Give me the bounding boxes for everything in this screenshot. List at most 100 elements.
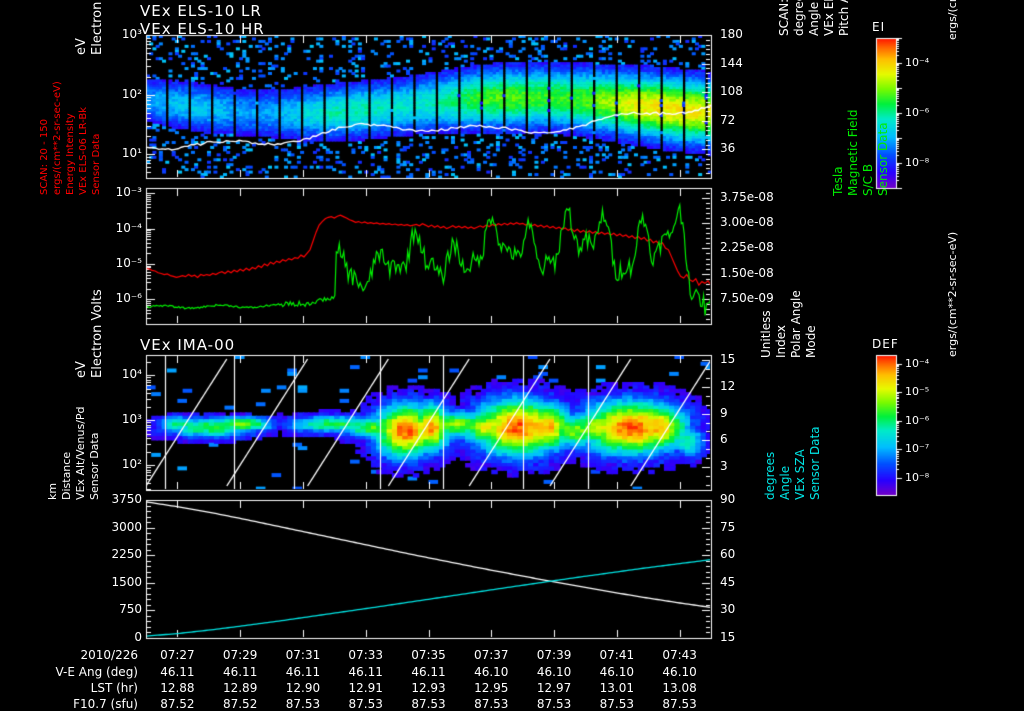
- table-cell-r2-c4: 12.93: [411, 681, 446, 695]
- p4-right-axis-label-line-3: Sensor Data: [808, 426, 822, 500]
- p3-ytick-right-3: 6: [720, 432, 728, 447]
- p3-left-axis-label-line-1: Electron Volts: [90, 289, 105, 378]
- colorbar-1-tick-1: 10⁻⁵: [905, 385, 930, 399]
- p2-ytick-right-0: 3.75e-08: [720, 190, 774, 205]
- p1-right-axis-label-line-0: SCAN: 20 - 300: [777, 0, 791, 36]
- table-cell-r1-c3: 46.11: [348, 665, 383, 679]
- table-cell-r2-c2: 12.90: [285, 681, 321, 695]
- p3-ytick-right-4: 3: [720, 458, 728, 473]
- table-cell-r3-c6: 87.53: [536, 697, 572, 711]
- table-cell-r0-c8: 07:43: [662, 648, 697, 662]
- table-cell-r2-c3: 12.91: [348, 681, 383, 695]
- p2-left-axis-label-line-2: Energy Intensity: [65, 113, 76, 195]
- table-cell-r0-c3: 07:33: [348, 648, 384, 662]
- p4-ytick-5: 0: [134, 630, 142, 644]
- colorbar-1-tick-2: 10⁻⁶: [905, 413, 930, 427]
- table-cell-r2-c0: 12.88: [160, 681, 195, 695]
- panel-title-ima: VEx IMA-00: [140, 336, 236, 354]
- p2-ytick-right-2: 2.25e-08: [720, 240, 774, 255]
- colorbar-title-def: DEF: [872, 337, 899, 351]
- p4-ytick-right-1: 75: [720, 519, 736, 534]
- p1-ytick-2: 10¹: [121, 146, 142, 161]
- p3-right-axis-label-line-3: Mode: [804, 325, 818, 358]
- p4-left-axis-label-line-0: km: [46, 482, 59, 500]
- table-cell-r1-c4: 46.11: [411, 665, 446, 679]
- p4-left-axis-label-line-1: Distance: [60, 451, 73, 500]
- table-cell-r0-c1: 07:29: [222, 648, 258, 662]
- p2-ytick-right-1: 3.00e-08: [720, 215, 774, 230]
- p1-ytick-right-3: 72: [720, 112, 736, 127]
- p4-ytick-3: 1500: [111, 574, 142, 589]
- p2-ytick-2: 10⁻⁵: [115, 255, 142, 270]
- table-cell-r0-c0: 07:27: [160, 648, 195, 662]
- table-cell-r2-c8: 13.08: [662, 681, 697, 695]
- p4-right-axis-label-line-2: VEx SZA: [793, 449, 807, 500]
- colorbar-1-units-line-0: ergs/(cm**2-sr-sec-eV): [946, 231, 959, 357]
- table-cell-r1-c0: 46.11: [160, 665, 195, 679]
- colorbar-0-tick-0: 10⁻⁴: [905, 56, 930, 69]
- p2-right-axis-label-line-2: S/C B: [861, 163, 875, 196]
- p3-right-axis-label-line-0: Unitless: [759, 310, 773, 358]
- p2-right-axis-label-line-3: Sensor Data: [876, 122, 890, 196]
- p3-ytick-right-2: 9: [720, 405, 728, 420]
- table-cell-r3-c2: 87.53: [285, 697, 321, 711]
- table-cell-r2-c7: 13.01: [599, 681, 634, 695]
- table-cell-r3-c1: 87.52: [222, 697, 258, 711]
- p1-right-axis-label-line-1: degrees: [792, 0, 806, 36]
- table-cell-r0-c7: 07:41: [599, 648, 635, 662]
- table-cell-r0-c5: 07:37: [473, 648, 509, 662]
- p4-ytick-right-3: 45: [720, 574, 736, 589]
- p3-ytick-1: 10³: [121, 412, 142, 427]
- table-cell-r3-c0: 87.52: [160, 697, 195, 711]
- colorbar-0-units-line-0: ergs/(cm**2-sr-sec-eV): [946, 0, 959, 40]
- table-cell-r2-c1: 12.89: [222, 681, 258, 695]
- table-cell-r2-c6: 12.97: [536, 681, 572, 695]
- p2-left-axis-label-line-1: ergs/(cm**2-sr-sec-eV): [52, 81, 63, 195]
- p3-right-axis-label-line-1: Index: [774, 324, 788, 358]
- table-cell-r0-c6: 07:39: [536, 648, 572, 662]
- p4-ytick-right-5: 15: [720, 630, 736, 644]
- p1-ytick-right-0: 180: [720, 27, 743, 41]
- p1-ytick-right-1: 144: [720, 55, 743, 70]
- colorbar-0-tick-1: 10⁻⁶: [905, 106, 930, 119]
- table-cell-r3-c4: 87.53: [411, 697, 446, 711]
- p1-right-axis-label-line-3: VEx ELS-10 LR: [822, 0, 836, 36]
- table-cell-r3-c7: 87.53: [599, 697, 634, 711]
- table-cell-r1-c7: 46.10: [599, 665, 634, 679]
- p4-left-axis-label-line-3: Sensor Data: [88, 432, 101, 500]
- p4-ytick-4: 750: [119, 602, 142, 617]
- p2-right-axis-label-line-1: Magnetic Field: [846, 109, 860, 196]
- p1-ytick-right-4: 36: [720, 141, 736, 156]
- table-row-label-2: LST (hr): [90, 681, 138, 695]
- p4-ytick-1: 3000: [111, 519, 142, 534]
- table-cell-r1-c8: 46.10: [662, 665, 697, 679]
- table-cell-r1-c6: 46.10: [536, 665, 572, 679]
- p3-ytick-2: 10²: [121, 457, 142, 472]
- p1-ytick-right-2: 108: [720, 84, 743, 99]
- panel-title-els-lr: VEx ELS-10 LR: [140, 2, 262, 20]
- colorbar-0-tick-2: 10⁻⁸: [905, 156, 930, 169]
- panel-title-els-hr: VEx ELS-10 HR: [140, 20, 265, 38]
- p3-left-axis-label-line-0: eV: [74, 361, 89, 378]
- p2-ytick-1: 10⁻⁴: [115, 220, 142, 235]
- table-row-label-0: 2010/226: [80, 648, 139, 662]
- p4-ytick-right-4: 30: [720, 602, 736, 617]
- p4-right-axis-label-line-1: Angle: [778, 465, 792, 500]
- p4-right-axis-label-line-0: degrees: [763, 451, 777, 500]
- colorbar-1-tick-0: 10⁻⁴: [905, 356, 930, 370]
- p3-right-axis-label-line-2: Polar Angle: [789, 290, 803, 358]
- table-cell-r0-c4: 07:35: [411, 648, 446, 662]
- p1-ytick-0: 10³: [121, 27, 142, 41]
- p3-ytick-right-1: 12: [720, 378, 736, 393]
- table-cell-r1-c1: 46.11: [222, 665, 258, 679]
- p3-ytick-right-0: 15: [720, 352, 736, 367]
- p2-ytick-right-4: 7.50e-09: [720, 290, 774, 305]
- p4-ytick-2: 2250: [111, 547, 142, 562]
- p2-left-axis-label-line-3: VEx ELS-06 LR-Bk: [78, 106, 89, 195]
- table-row-label-1: V-E Ang (deg): [55, 665, 138, 679]
- p1-right-axis-label-line-2: Angle: [807, 1, 821, 36]
- p2-ytick-right-3: 1.50e-08: [720, 265, 774, 280]
- table-cell-r3-c8: 87.53: [662, 697, 697, 711]
